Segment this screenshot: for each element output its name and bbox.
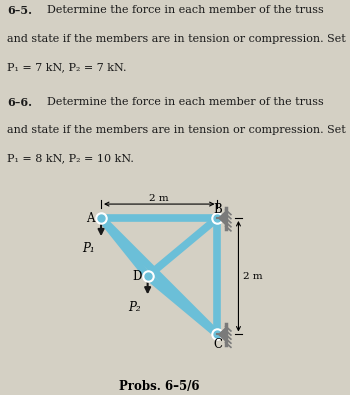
Text: P₁ = 8 kN, P₂ = 10 kN.: P₁ = 8 kN, P₂ = 10 kN. — [7, 154, 134, 164]
Text: and state if the members are in tension or compression. Set: and state if the members are in tension … — [7, 34, 346, 43]
Text: P₁ = 7 kN, P₂ = 7 kN.: P₁ = 7 kN, P₂ = 7 kN. — [7, 62, 126, 72]
Polygon shape — [219, 328, 226, 341]
Text: A: A — [86, 212, 95, 224]
Text: 2 m: 2 m — [243, 272, 263, 281]
Text: P₂: P₂ — [128, 301, 141, 314]
Text: D: D — [133, 270, 142, 283]
Text: 2 m: 2 m — [149, 194, 169, 203]
Text: C: C — [213, 339, 222, 352]
Text: 6–5.: 6–5. — [7, 6, 32, 17]
Text: B: B — [213, 203, 222, 216]
Text: Determine the force in each member of the truss: Determine the force in each member of th… — [40, 97, 324, 107]
Text: Determine the force in each member of the truss: Determine the force in each member of th… — [40, 6, 324, 15]
Text: Probs. 6–5/6: Probs. 6–5/6 — [119, 380, 200, 393]
Text: 6–6.: 6–6. — [7, 97, 32, 108]
Polygon shape — [219, 212, 226, 224]
Text: P₁: P₁ — [82, 243, 94, 256]
Text: and state if the members are in tension or compression. Set: and state if the members are in tension … — [7, 125, 346, 135]
